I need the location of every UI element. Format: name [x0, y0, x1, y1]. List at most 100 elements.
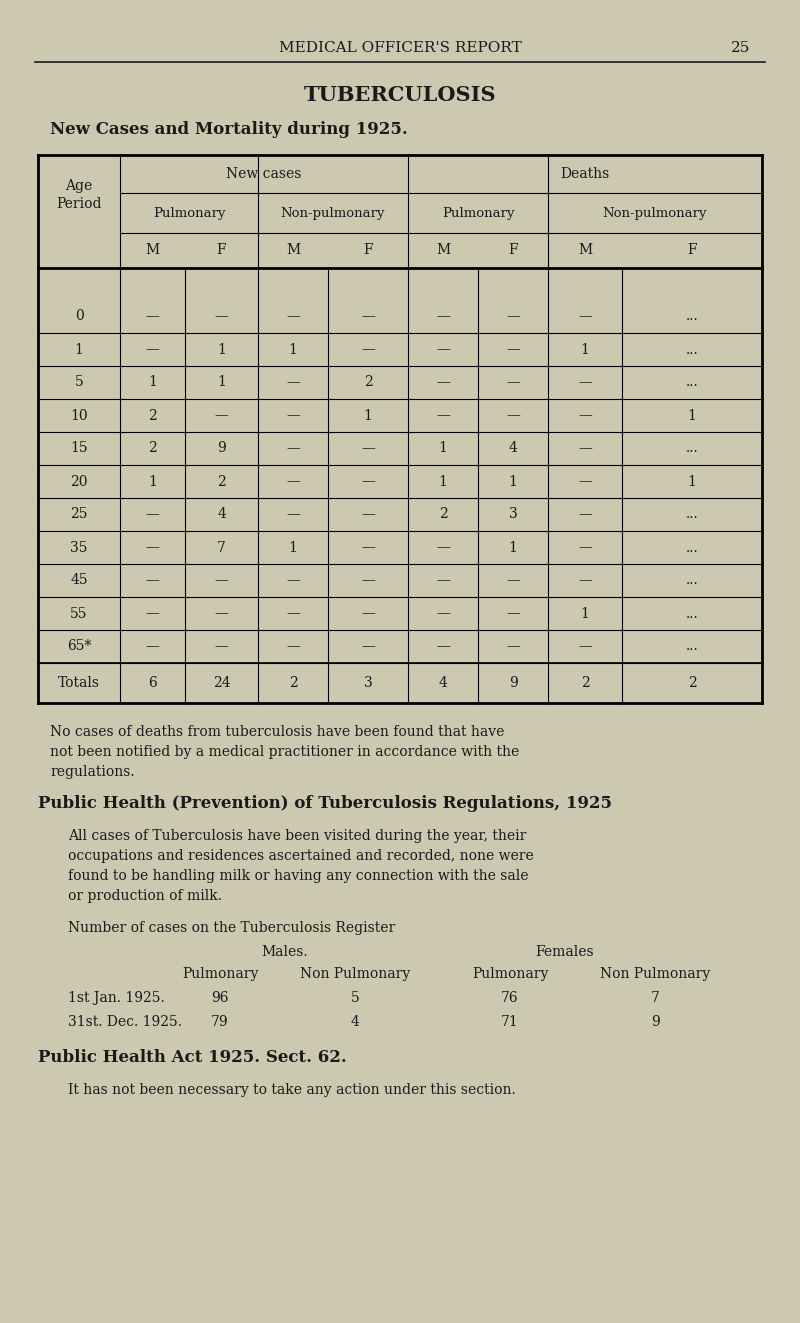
Text: 5: 5	[350, 991, 359, 1005]
Text: —: —	[146, 639, 159, 654]
Text: Non Pulmonary: Non Pulmonary	[300, 967, 410, 980]
Text: 2: 2	[688, 676, 696, 691]
Text: ...: ...	[686, 573, 698, 587]
Text: ...: ...	[686, 508, 698, 521]
Text: MEDICAL OFFICER'S REPORT: MEDICAL OFFICER'S REPORT	[278, 41, 522, 56]
Text: —: —	[578, 508, 592, 521]
Text: —: —	[214, 639, 229, 654]
Text: —: —	[361, 573, 375, 587]
Text: —: —	[506, 573, 520, 587]
Text: 3: 3	[509, 508, 518, 521]
Text: Public Health Act 1925. Sect. 62.: Public Health Act 1925. Sect. 62.	[38, 1049, 346, 1066]
Text: 35: 35	[70, 541, 88, 554]
Text: —: —	[361, 541, 375, 554]
Text: Pulmonary: Pulmonary	[182, 967, 258, 980]
Text: —: —	[506, 409, 520, 422]
Text: not been notified by a medical practitioner in accordance with the: not been notified by a medical practitio…	[50, 745, 519, 759]
Text: 1: 1	[289, 343, 298, 356]
Text: —: —	[578, 409, 592, 422]
Text: ...: ...	[686, 541, 698, 554]
Text: —: —	[286, 508, 300, 521]
Text: 25: 25	[730, 41, 750, 56]
Text: or production of milk.: or production of milk.	[68, 889, 222, 904]
Text: 7: 7	[217, 541, 226, 554]
Text: —: —	[578, 475, 592, 488]
Text: —: —	[146, 508, 159, 521]
Text: M: M	[286, 243, 300, 258]
Text: No cases of deaths from tuberculosis have been found that have: No cases of deaths from tuberculosis hav…	[50, 725, 504, 740]
Text: 7: 7	[650, 991, 659, 1005]
Text: 1st Jan. 1925.: 1st Jan. 1925.	[68, 991, 165, 1005]
Text: found to be handling milk or having any connection with the sale: found to be handling milk or having any …	[68, 869, 529, 882]
Text: —: —	[506, 343, 520, 356]
Text: F: F	[687, 243, 697, 258]
Text: 5: 5	[74, 376, 83, 389]
Text: Non-pulmonary: Non-pulmonary	[281, 206, 386, 220]
Text: —: —	[361, 442, 375, 455]
Text: —: —	[506, 639, 520, 654]
Text: —: —	[361, 606, 375, 620]
Text: 1: 1	[363, 409, 373, 422]
Text: —: —	[286, 639, 300, 654]
Text: —: —	[436, 639, 450, 654]
Text: 79: 79	[211, 1015, 229, 1029]
Text: F: F	[508, 243, 518, 258]
Text: —: —	[286, 310, 300, 324]
Text: —: —	[436, 541, 450, 554]
Text: —: —	[286, 606, 300, 620]
Text: Non-pulmonary: Non-pulmonary	[602, 206, 707, 220]
Text: 2: 2	[217, 475, 226, 488]
Text: M: M	[578, 243, 592, 258]
Text: 45: 45	[70, 573, 88, 587]
Text: —: —	[286, 409, 300, 422]
Text: —: —	[506, 310, 520, 324]
Text: occupations and residences ascertained and recorded, none were: occupations and residences ascertained a…	[68, 849, 534, 863]
Text: —: —	[578, 310, 592, 324]
Text: 4: 4	[509, 442, 518, 455]
Text: —: —	[578, 541, 592, 554]
Text: 1: 1	[581, 343, 590, 356]
Text: —: —	[436, 606, 450, 620]
Text: 1: 1	[687, 475, 697, 488]
Text: —: —	[214, 310, 229, 324]
Text: —: —	[146, 606, 159, 620]
Text: Number of cases on the Tuberculosis Register: Number of cases on the Tuberculosis Regi…	[68, 921, 395, 935]
Text: ...: ...	[686, 442, 698, 455]
Text: It has not been necessary to take any action under this section.: It has not been necessary to take any ac…	[68, 1084, 516, 1097]
Text: TUBERCULOSIS: TUBERCULOSIS	[304, 85, 496, 105]
Text: Females: Females	[536, 945, 594, 959]
Text: ...: ...	[686, 343, 698, 356]
Text: New cases: New cases	[226, 167, 302, 181]
Text: Pulmonary: Pulmonary	[153, 206, 226, 220]
Text: —: —	[578, 639, 592, 654]
Text: 1: 1	[581, 606, 590, 620]
Text: 15: 15	[70, 442, 88, 455]
Text: —: —	[214, 606, 229, 620]
Text: —: —	[214, 573, 229, 587]
Text: —: —	[361, 475, 375, 488]
Text: regulations.: regulations.	[50, 765, 134, 779]
Text: —: —	[506, 376, 520, 389]
Text: 1: 1	[148, 475, 157, 488]
Text: 3: 3	[364, 676, 372, 691]
Text: 55: 55	[70, 606, 88, 620]
Text: 4: 4	[438, 676, 447, 691]
Text: 0: 0	[74, 310, 83, 324]
Text: 2: 2	[148, 409, 157, 422]
Text: 2: 2	[364, 376, 372, 389]
Text: 1: 1	[687, 409, 697, 422]
Text: —: —	[286, 475, 300, 488]
Text: 9: 9	[650, 1015, 659, 1029]
Text: —: —	[436, 573, 450, 587]
Text: Public Health (Prevention) of Tuberculosis Regulations, 1925: Public Health (Prevention) of Tuberculos…	[38, 795, 612, 812]
Text: 76: 76	[501, 991, 519, 1005]
Text: 10: 10	[70, 409, 88, 422]
Text: ...: ...	[686, 310, 698, 324]
Text: —: —	[286, 376, 300, 389]
Text: 2: 2	[438, 508, 447, 521]
Text: 1: 1	[148, 376, 157, 389]
Text: 1: 1	[217, 376, 226, 389]
Text: —: —	[436, 409, 450, 422]
Text: —: —	[436, 376, 450, 389]
Text: —: —	[286, 442, 300, 455]
